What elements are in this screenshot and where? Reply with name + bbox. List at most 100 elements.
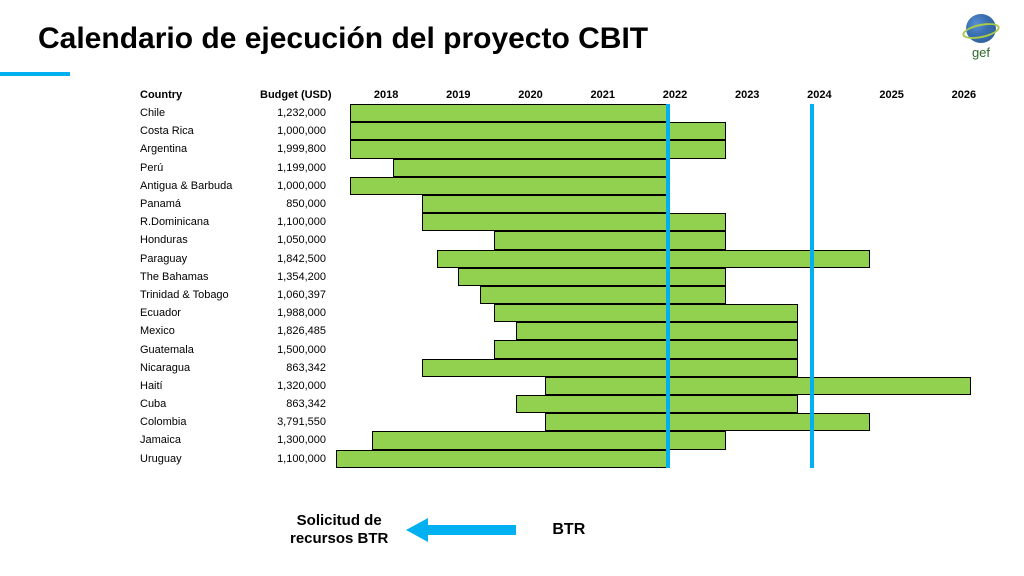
country-name: Costa Rica [140,125,260,137]
budget-value: 1,320,000 [260,380,350,392]
globe-icon [966,14,996,43]
timeline-cell [350,377,1000,395]
budget-value: 1,842,500 [260,253,350,265]
timeline-cell [350,213,1000,231]
country-name: Perú [140,162,260,174]
year-label: 2018 [350,89,422,101]
gantt-bar [545,377,971,395]
budget-value: 1,000,000 [260,125,350,137]
timeline-cell [350,195,1000,213]
year-label: 2023 [711,89,783,101]
gantt-rows: Chile1,232,000Costa Rica1,000,000Argenti… [140,104,1000,468]
year-label: 2021 [567,89,639,101]
gantt-row: Costa Rica1,000,000 [140,122,1000,140]
header-row: Country Budget (USD) 2018201920202021202… [140,86,1000,104]
timeline-cell [350,322,1000,340]
budget-value: 1,988,000 [260,307,350,319]
gantt-row: Nicaragua 863,342 [140,359,1000,377]
gantt-bar [458,268,725,286]
gantt-bar [422,213,725,231]
budget-value: 1,826,485 [260,325,350,337]
gantt-bar [350,177,668,195]
timeline-cell [350,268,1000,286]
country-name: Cuba [140,398,260,410]
gantt-row: Honduras1,050,000 [140,231,1000,249]
timeline-cell [350,140,1000,158]
gantt-row: Trinidad & Tobago1,060,397 [140,286,1000,304]
budget-value: 1,232,000 [260,107,350,119]
title-underline [0,72,70,76]
gantt-row: Chile1,232,000 [140,104,1000,122]
gantt-row: Guatemala1,500,000 [140,340,1000,358]
timeline-cell [350,359,1000,377]
gantt-row: Panamá 850,000 [140,195,1000,213]
footer-left-label: Solicitud de recursos BTR [290,512,388,548]
arrow-head-icon [406,518,428,542]
ring-icon [961,20,1001,42]
budget-value: 1,000,000 [260,180,350,192]
header-country: Country [140,89,260,101]
gantt-bar [480,286,726,304]
budget-value: 863,342 [260,362,350,374]
timeline-cell [350,177,1000,195]
footer-right-label: BTR [552,521,585,539]
gantt-row: Antigua & Barbuda1,000,000 [140,177,1000,195]
country-name: Paraguay [140,253,260,265]
timeline-cell [350,395,1000,413]
gantt-row: Ecuador1,988,000 [140,304,1000,322]
country-name: Panamá [140,198,260,210]
country-name: Argentina [140,143,260,155]
timeline-cell [350,431,1000,449]
gantt-bar [494,231,725,249]
gantt-bar [545,413,870,431]
country-name: Mexico [140,325,260,337]
gantt-row: Argentina1,999,800 [140,140,1000,158]
arrow-left-icon [406,522,516,538]
budget-value: 1,354,200 [260,271,350,283]
logo-text: gef [972,45,990,60]
arrow-body [426,525,516,535]
country-name: Ecuador [140,307,260,319]
budget-value: 1,999,800 [260,143,350,155]
country-name: Uruguay [140,453,260,465]
budget-value: 863,342 [260,398,350,410]
footer: Solicitud de recursos BTR BTR [290,512,585,548]
country-name: Honduras [140,234,260,246]
timeline-cell [350,413,1000,431]
gantt-bar [494,340,797,358]
budget-value: 1,060,397 [260,289,350,301]
gantt-bar [422,195,668,213]
country-name: Antigua & Barbuda [140,180,260,192]
gantt-row: Perú1,199,000 [140,159,1000,177]
gantt-chart: Country Budget (USD) 2018201920202021202… [140,86,1000,486]
gantt-row: Jamaica1,300,000 [140,431,1000,449]
budget-value: 1,300,000 [260,434,350,446]
country-name: Nicaragua [140,362,260,374]
budget-value: 1,500,000 [260,344,350,356]
gantt-bar [422,359,798,377]
gantt-bar [350,104,668,122]
gantt-row: Cuba 863,342 [140,395,1000,413]
year-label: 2022 [639,89,711,101]
gantt-row: Uruguay1,100,000 [140,450,1000,468]
reference-line [810,104,814,468]
gantt-bar [494,304,797,322]
header-budget: Budget (USD) [260,89,350,101]
footer-left-line2: recursos BTR [290,530,388,547]
gantt-bar [516,322,798,340]
reference-line [666,104,670,468]
year-label: 2026 [928,89,1000,101]
country-name: The Bahamas [140,271,260,283]
year-label: 2019 [422,89,494,101]
gantt-bar [372,431,726,449]
timeline-cell [350,250,1000,268]
footer-left-line1: Solicitud de [297,512,382,529]
year-label: 2020 [494,89,566,101]
timeline-cell [350,304,1000,322]
gantt-row: The Bahamas1,354,200 [140,268,1000,286]
gantt-bar [336,450,668,468]
gantt-row: Colombia3,791,550 [140,413,1000,431]
gef-logo: gef [958,14,1004,60]
gantt-row: Paraguay1,842,500 [140,250,1000,268]
country-name: Haití [140,380,260,392]
